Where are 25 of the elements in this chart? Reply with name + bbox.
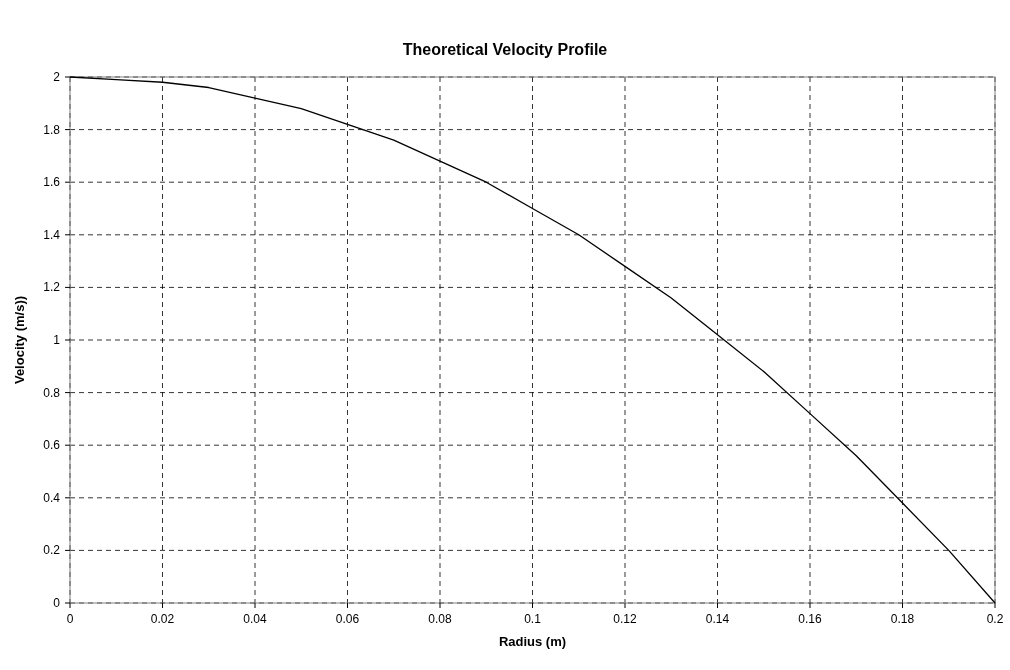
y-tick-label: 0	[53, 596, 61, 610]
x-tick-label: 0.14	[705, 612, 730, 626]
x-tick-label: 0.02	[150, 612, 175, 626]
y-tick-label: 0.6	[43, 438, 61, 453]
y-tick-label: 1.8	[43, 122, 61, 137]
y-tick-label: 1	[53, 333, 61, 347]
x-tick-label: 0.12	[613, 612, 637, 626]
y-tick-label: 1.6	[43, 175, 61, 190]
x-tick-label: 0.18	[890, 612, 915, 626]
x-tick-label: 0.04	[243, 612, 267, 626]
x-tick-label: 0	[66, 612, 74, 626]
x-tick-label: 0.08	[428, 612, 452, 626]
y-tick-label: 0.4	[43, 490, 61, 505]
chart-title: Theoretical Velocity Profile	[402, 41, 608, 58]
x-tick-label: 0.06	[335, 612, 360, 626]
y-tick-label: 1.2	[43, 280, 61, 295]
y-tick-label: 2	[53, 70, 61, 84]
y-tick-label: 0.2	[43, 543, 61, 558]
y-axis-title: Velocity (m/s))	[12, 295, 27, 385]
y-tick-label: 0.8	[43, 385, 61, 400]
x-tick-label: 0.1	[524, 612, 542, 626]
x-tick-label: 0.2	[986, 612, 1004, 626]
y-tick-label: 1.4	[43, 227, 61, 242]
x-tick-label: 0.16	[798, 612, 822, 626]
x-axis-title: Radius (m)	[498, 634, 567, 649]
